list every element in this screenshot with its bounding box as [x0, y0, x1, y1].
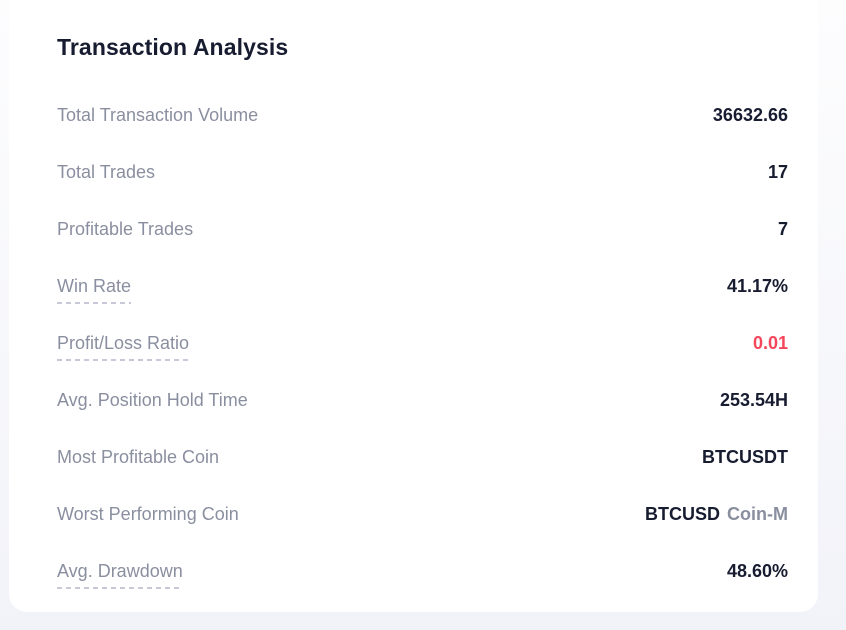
row-label: Worst Performing Coin: [57, 503, 239, 524]
stat-row: Worst Performing Coin BTCUSD Coin-M: [57, 485, 788, 542]
row-label: Avg. Position Hold Time: [57, 389, 248, 410]
row-value-main: 36632.66: [712, 104, 788, 125]
stat-row: Total Trades 17: [57, 143, 788, 200]
stat-row: Most Profitable Coin BTCUSDT: [57, 428, 788, 485]
row-label-tooltip-trigger[interactable]: Win Rate: [57, 274, 132, 304]
row-value: 253.54H: [720, 389, 788, 411]
row-value: 0.01: [753, 332, 788, 354]
row-value-main: 41.17%: [726, 275, 788, 296]
stats-list: Total Transaction Volume 36632.66 Total …: [57, 86, 788, 599]
row-value: 36632.66: [713, 104, 788, 126]
row-value: 48.60%: [727, 560, 788, 582]
row-label-tooltip-trigger[interactable]: Avg. Drawdown: [57, 559, 183, 589]
row-value: BTCUSDT: [702, 446, 788, 468]
stat-row: Profit/Loss Ratio 0.01: [57, 314, 788, 371]
row-label-tooltip-trigger[interactable]: Profit/Loss Ratio: [57, 331, 190, 361]
row-label: Profitable Trades: [57, 218, 194, 239]
row-label: Total Trades: [57, 161, 156, 182]
row-value-main: 17: [767, 161, 788, 182]
row-value-main: 0.01: [752, 332, 788, 353]
row-value-main: BTCUSDT: [702, 446, 788, 467]
row-value-main: 253.54H: [719, 389, 788, 410]
stat-row: Total Transaction Volume 36632.66: [57, 86, 788, 143]
stat-row: Profitable Trades 7: [57, 200, 788, 257]
row-value: 41.17%: [727, 275, 788, 297]
row-label: Total Transaction Volume: [57, 104, 259, 125]
row-value: 17: [768, 161, 788, 183]
stat-row: Avg. Drawdown 48.60%: [57, 542, 788, 599]
panel-title: Transaction Analysis: [57, 34, 289, 60]
row-label: Most Profitable Coin: [57, 446, 220, 467]
row-value: BTCUSD Coin-M: [645, 503, 788, 525]
row-value-main: 7: [777, 218, 788, 239]
stat-row: Avg. Position Hold Time 253.54H: [57, 371, 788, 428]
row-value: 7: [778, 218, 788, 240]
row-value-main: BTCUSD: [645, 503, 721, 524]
row-value-suffix: Coin-M: [727, 503, 788, 524]
transaction-analysis-panel: Transaction Analysis Total Transaction V…: [9, 0, 818, 612]
row-value-main: 48.60%: [726, 560, 788, 581]
stat-row: Win Rate 41.17%: [57, 257, 788, 314]
